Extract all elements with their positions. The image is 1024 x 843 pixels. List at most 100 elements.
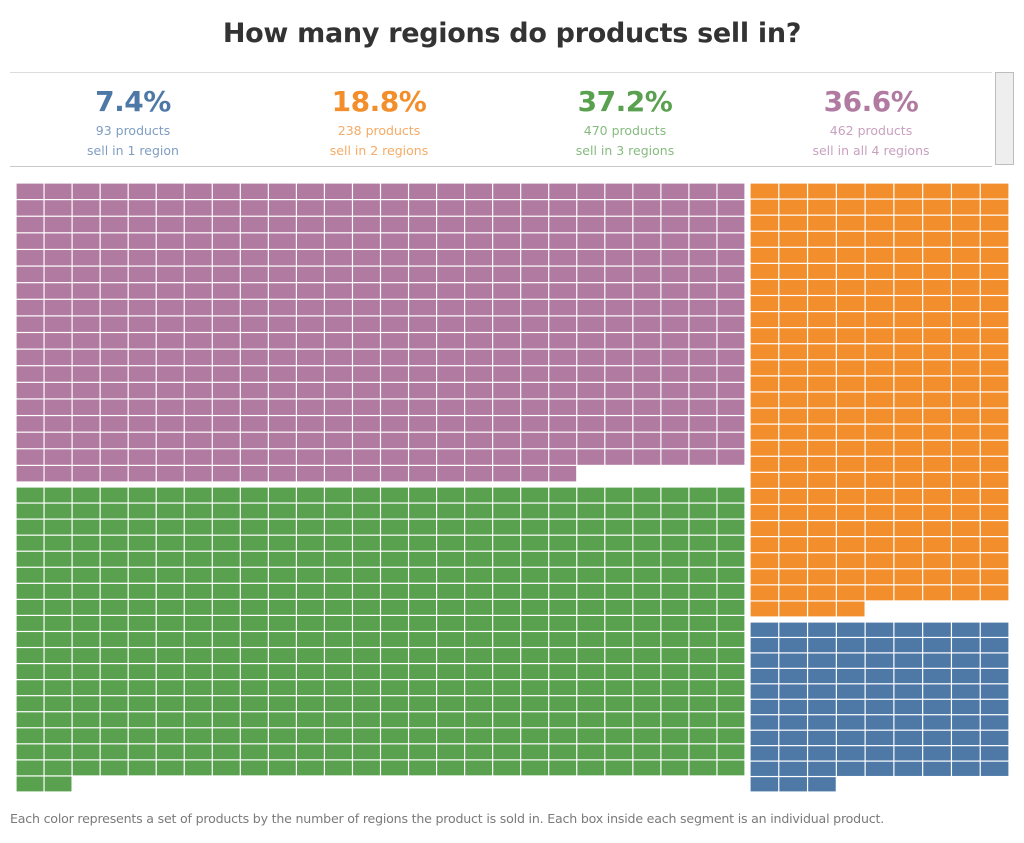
product-box[interactable] xyxy=(605,432,633,449)
product-box[interactable] xyxy=(184,535,212,551)
product-box[interactable] xyxy=(240,333,268,349)
product-box[interactable] xyxy=(836,376,865,392)
product-box[interactable] xyxy=(923,296,951,311)
product-box[interactable] xyxy=(549,616,577,631)
product-box[interactable] xyxy=(184,349,212,366)
product-box[interactable] xyxy=(605,664,633,680)
product-box[interactable] xyxy=(836,668,865,684)
product-box[interactable] xyxy=(381,551,408,567)
product-box[interactable] xyxy=(212,599,240,615)
product-box[interactable] xyxy=(325,465,352,482)
product-box[interactable] xyxy=(865,312,894,328)
product-box[interactable] xyxy=(717,299,745,316)
product-box[interactable] xyxy=(980,215,1009,231)
product-box[interactable] xyxy=(72,366,100,382)
product-box[interactable] xyxy=(894,537,923,553)
product-box[interactable] xyxy=(980,456,1009,472)
product-box[interactable] xyxy=(577,696,605,712)
product-box[interactable] xyxy=(605,551,633,567)
product-box[interactable] xyxy=(353,648,380,663)
product-box[interactable] xyxy=(437,567,465,583)
product-box[interactable] xyxy=(717,728,745,744)
product-box[interactable] xyxy=(808,537,836,553)
product-box[interactable] xyxy=(184,366,212,382)
product-box[interactable] xyxy=(409,183,436,200)
product-box[interactable] xyxy=(44,233,72,249)
product-box[interactable] xyxy=(128,712,156,728)
product-box[interactable] xyxy=(325,503,352,519)
product-box[interactable] xyxy=(156,216,184,233)
product-box[interactable] xyxy=(717,696,745,712)
product-box[interactable] xyxy=(894,408,923,424)
product-box[interactable] xyxy=(493,583,521,599)
product-box[interactable] xyxy=(437,680,465,696)
product-box[interactable] xyxy=(465,696,493,712)
product-box[interactable] xyxy=(952,537,980,553)
product-box[interactable] xyxy=(717,416,745,432)
product-box[interactable] xyxy=(100,299,128,316)
product-box[interactable] xyxy=(952,746,980,761)
kpi-2-regions[interactable]: 18.8% 238 products sell in 2 regions xyxy=(256,73,502,166)
product-box[interactable] xyxy=(923,505,951,520)
product-box[interactable] xyxy=(409,316,436,332)
product-box[interactable] xyxy=(100,616,128,631)
product-box[interactable] xyxy=(717,632,745,647)
product-box[interactable] xyxy=(894,376,923,392)
product-box[interactable] xyxy=(72,535,100,551)
product-box[interactable] xyxy=(521,535,549,551)
product-box[interactable] xyxy=(100,233,128,249)
product-box[interactable] xyxy=(605,487,633,503)
product-box[interactable] xyxy=(212,616,240,631)
product-box[interactable] xyxy=(894,247,923,263)
product-box[interactable] xyxy=(268,333,296,349)
product-box[interactable] xyxy=(240,519,268,535)
product-box[interactable] xyxy=(521,712,549,728)
product-box[interactable] xyxy=(409,712,436,728)
product-box[interactable] xyxy=(894,183,923,199)
product-box[interactable] xyxy=(353,744,380,760)
product-box[interactable] xyxy=(980,761,1009,776)
product-box[interactable] xyxy=(980,183,1009,199)
product-box[interactable] xyxy=(980,360,1009,376)
product-box[interactable] xyxy=(16,299,44,316)
product-box[interactable] xyxy=(156,250,184,266)
product-box[interactable] xyxy=(808,668,836,684)
product-box[interactable] xyxy=(465,216,493,233)
product-box[interactable] xyxy=(952,360,980,376)
product-box[interactable] xyxy=(381,366,408,382)
product-box[interactable] xyxy=(549,599,577,615)
product-box[interactable] xyxy=(779,730,807,746)
product-box[interactable] xyxy=(44,266,72,283)
product-box[interactable] xyxy=(184,266,212,283)
product-box[interactable] xyxy=(268,216,296,233)
product-box[interactable] xyxy=(980,231,1009,247)
product-box[interactable] xyxy=(296,616,324,631)
product-box[interactable] xyxy=(577,487,605,503)
product-box[interactable] xyxy=(184,382,212,399)
product-box[interactable] xyxy=(156,465,184,482)
product-box[interactable] xyxy=(577,416,605,432)
product-box[interactable] xyxy=(240,664,268,680)
product-box[interactable] xyxy=(633,567,661,583)
product-box[interactable] xyxy=(779,505,807,520)
product-box[interactable] xyxy=(437,712,465,728)
product-box[interactable] xyxy=(16,583,44,599)
product-box[interactable] xyxy=(717,664,745,680)
product-box[interactable] xyxy=(836,424,865,440)
product-box[interactable] xyxy=(808,622,836,637)
product-box[interactable] xyxy=(521,616,549,631)
product-box[interactable] xyxy=(661,760,689,776)
product-box[interactable] xyxy=(865,638,894,653)
product-box[interactable] xyxy=(661,599,689,615)
product-box[interactable] xyxy=(779,360,807,376)
product-box[interactable] xyxy=(16,216,44,233)
product-box[interactable] xyxy=(923,344,951,360)
product-box[interactable] xyxy=(437,250,465,266)
product-box[interactable] xyxy=(381,333,408,349)
product-box[interactable] xyxy=(16,551,44,567)
product-box[interactable] xyxy=(212,250,240,266)
product-box[interactable] xyxy=(521,233,549,249)
product-box[interactable] xyxy=(240,316,268,332)
product-box[interactable] xyxy=(750,684,779,699)
product-box[interactable] xyxy=(465,333,493,349)
